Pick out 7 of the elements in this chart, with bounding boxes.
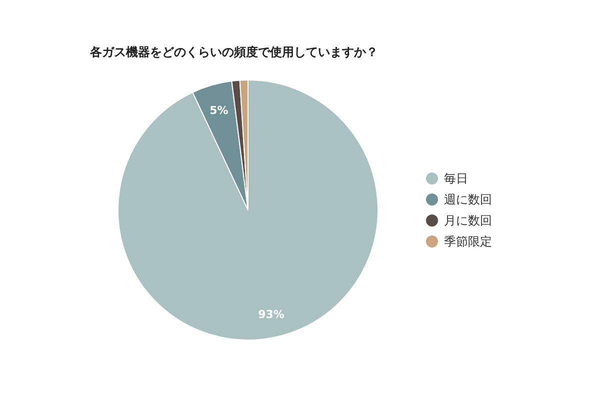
data-label: 93% [258, 308, 284, 322]
legend-label: 季節限定 [444, 234, 492, 248]
legend-label: 毎日 [444, 172, 468, 186]
legend-label: 週に数回 [444, 192, 492, 206]
data-label: 5% [210, 104, 228, 118]
legend-label: 月に数回 [444, 214, 492, 228]
chart-title: 各ガス機器をどのくらいの頻度で使用していますか？ [89, 45, 378, 59]
